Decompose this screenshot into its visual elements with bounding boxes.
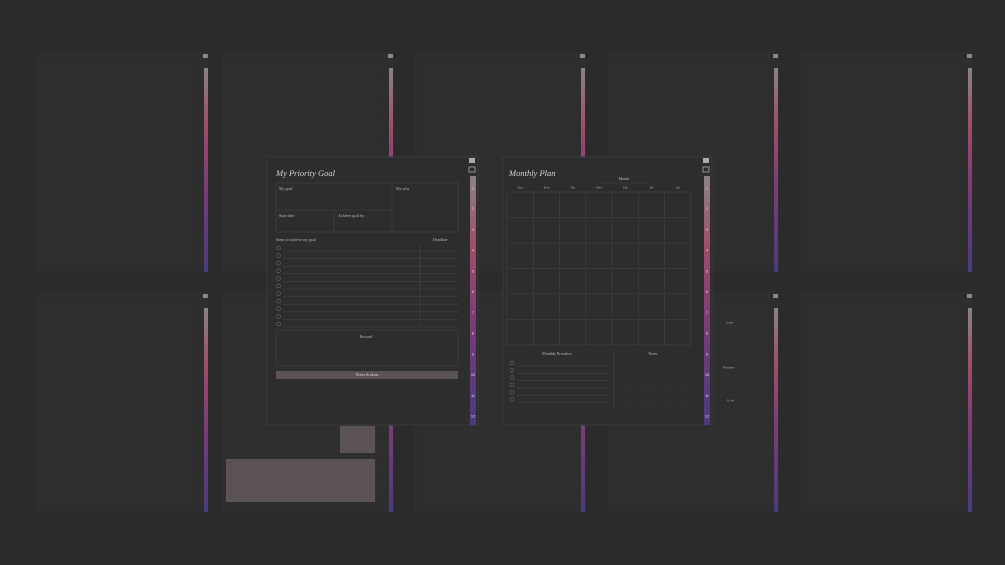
label: Notes & ideas	[356, 372, 379, 377]
label: Wed	[596, 186, 602, 190]
checkbox[interactable]	[276, 321, 281, 327]
label: Steps to achieve my goal	[276, 237, 317, 242]
bg-strip	[968, 68, 972, 272]
checkbox[interactable]	[509, 375, 515, 380]
bg-strip	[774, 308, 778, 512]
checkbox[interactable]	[276, 298, 281, 304]
bg-grid	[45, 302, 195, 502]
checkbox[interactable]	[509, 389, 515, 395]
bg-strip	[774, 68, 778, 272]
edit-icon	[468, 166, 476, 173]
label: Thu	[623, 186, 628, 190]
menu-icon	[469, 158, 475, 163]
label: Achieve goal by	[338, 213, 364, 218]
bg-grid	[809, 302, 959, 502]
tab-label[interactable]: 4	[472, 249, 474, 253]
tab-label[interactable]: 11	[471, 394, 475, 398]
tab-label[interactable]: 7	[706, 311, 708, 315]
tab-label[interactable]: 5	[706, 269, 708, 273]
label: My Priority Goal	[275, 168, 336, 178]
bg-strip	[204, 308, 208, 512]
tab-label[interactable]: 3	[706, 228, 708, 232]
checkbox[interactable]	[276, 314, 281, 319]
bg-label: Priorities	[723, 366, 735, 370]
bg-box	[340, 426, 375, 453]
tab-label[interactable]: 3	[472, 228, 474, 232]
label: Mon	[544, 186, 550, 190]
label: Monthly Plan	[508, 168, 556, 178]
bg-strip	[204, 68, 208, 272]
tab-label[interactable]: 4	[706, 249, 708, 253]
tab-label[interactable]: 12	[471, 415, 475, 419]
label: Start date	[279, 213, 294, 218]
tab-label[interactable]: 8	[472, 332, 474, 336]
bg-label: Goals	[726, 321, 734, 325]
tab-label[interactable]: 7	[472, 311, 474, 315]
checkbox[interactable]	[509, 397, 515, 402]
bg-label: To do	[727, 399, 734, 403]
tab-label[interactable]: 1	[472, 186, 474, 190]
checkbox[interactable]	[276, 283, 281, 289]
notes-bar	[276, 371, 458, 379]
label: My why	[396, 186, 409, 191]
tab-strip	[470, 176, 476, 425]
label: My goal	[279, 186, 293, 191]
tab-label[interactable]: 9	[472, 352, 474, 356]
bg-icon	[203, 294, 208, 298]
notes-grid	[617, 375, 690, 409]
bg-strip	[968, 308, 972, 512]
tab-label[interactable]: 1	[706, 186, 708, 190]
label: Monthly Priorities	[542, 351, 572, 356]
page	[266, 156, 479, 426]
tab-label[interactable]: 6	[472, 290, 474, 294]
bg-icon	[967, 54, 972, 58]
edit-icon	[702, 166, 710, 173]
checkbox[interactable]	[276, 245, 281, 251]
bg-icon	[580, 54, 585, 58]
label: Month	[619, 176, 630, 181]
tab-label[interactable]: 9	[706, 352, 708, 356]
label: Sun	[518, 186, 523, 190]
checkbox[interactable]	[276, 276, 281, 281]
label: Sat	[676, 186, 680, 190]
checkbox[interactable]	[509, 360, 515, 366]
menu-icon	[703, 158, 709, 163]
tab-label[interactable]: 6	[706, 290, 708, 294]
checkbox[interactable]	[509, 368, 515, 373]
checkbox[interactable]	[276, 260, 281, 266]
label: Deadline	[433, 237, 448, 242]
checkbox[interactable]	[276, 306, 281, 312]
tab-strip	[704, 176, 710, 425]
checkbox[interactable]	[276, 253, 281, 258]
box	[275, 329, 459, 367]
box	[275, 182, 459, 233]
label: Notes	[648, 351, 658, 356]
bg-grid	[809, 62, 959, 262]
label: Tue	[570, 186, 575, 190]
label: Fri	[650, 186, 654, 190]
tab-label[interactable]: 2	[472, 207, 474, 211]
label: Reward	[360, 334, 372, 339]
tab-label[interactable]: 10	[471, 373, 475, 377]
bg-icon	[388, 54, 393, 58]
checkbox[interactable]	[509, 382, 515, 388]
checkbox[interactable]	[276, 291, 281, 296]
bg-icon	[773, 54, 778, 58]
tab-label[interactable]: 10	[705, 373, 709, 377]
bg-icon	[203, 54, 208, 58]
tab-label[interactable]: 2	[706, 207, 708, 211]
tab-label[interactable]: 8	[706, 332, 708, 336]
tab-label[interactable]: 5	[472, 269, 474, 273]
bg-grid	[45, 62, 195, 262]
checkbox[interactable]	[276, 268, 281, 274]
bg-icon	[773, 294, 778, 298]
bg-icon	[967, 294, 972, 298]
bg-box	[226, 459, 375, 502]
tab-label[interactable]: 11	[705, 394, 709, 398]
tab-label[interactable]: 12	[705, 415, 709, 419]
